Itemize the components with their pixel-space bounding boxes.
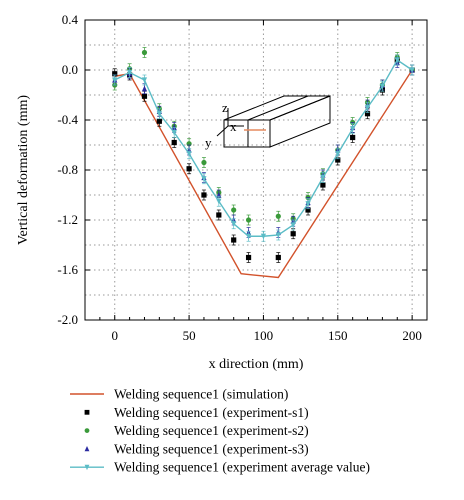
- data-point: [320, 174, 326, 181]
- x-tick-label: 100: [254, 328, 274, 343]
- legend-label: Welding sequence1 (experiment-s2): [114, 423, 309, 438]
- data-point: [394, 57, 400, 64]
- data-point: [275, 232, 281, 239]
- data-point: [112, 71, 118, 77]
- data-point: [379, 83, 385, 90]
- legend-item: Welding sequence1 (experiment average va…: [70, 460, 370, 475]
- data-point: [156, 118, 162, 124]
- data-point: [186, 166, 192, 172]
- data-point: [231, 237, 237, 243]
- y-tick-label: -2.0: [57, 312, 78, 327]
- data-point: [320, 182, 326, 188]
- data-point: [231, 207, 237, 213]
- x-tick-label: 0: [111, 328, 118, 343]
- legend-label: Welding sequence1 (simulation): [114, 387, 288, 402]
- data-point: [141, 49, 148, 56]
- data-point: [275, 213, 281, 219]
- data-point: [171, 129, 177, 136]
- inset-label-z: z: [222, 100, 228, 115]
- data-point: [245, 233, 252, 240]
- data-point: [216, 198, 222, 205]
- data-point: [127, 69, 133, 76]
- legend-swatch-marker: [84, 428, 90, 433]
- data-point: [350, 134, 356, 141]
- data-point: [231, 221, 237, 227]
- data-point: [335, 151, 341, 157]
- data-point: [201, 159, 207, 166]
- inset-label-y: y: [205, 135, 212, 150]
- y-tick-label: 0.0: [62, 62, 78, 77]
- data-point: [335, 157, 341, 163]
- legend-item: Welding sequence1 (experiment-s1): [84, 405, 309, 420]
- data-point: [290, 231, 296, 237]
- x-axis-title: x direction (mm): [209, 357, 304, 372]
- data-point: [141, 93, 148, 99]
- data-point: [141, 85, 148, 92]
- data-point: [364, 104, 371, 111]
- data-point: [171, 139, 177, 146]
- data-point: [275, 254, 281, 261]
- data-point: [186, 151, 192, 157]
- y-tick-label: -1.6: [57, 262, 78, 277]
- legend-item: Welding sequence1 (experiment-s3): [84, 441, 309, 456]
- data-point: [245, 254, 252, 261]
- data-point: [290, 222, 296, 229]
- y-tick-label: -1.2: [57, 212, 78, 227]
- legend-swatch-marker: [84, 409, 90, 415]
- data-point: [409, 67, 415, 74]
- data-point: [305, 207, 311, 213]
- legend-label: Welding sequence1 (experiment average va…: [114, 460, 370, 475]
- x-tick-label: 150: [328, 328, 348, 343]
- y-tick-label: -0.8: [57, 162, 78, 177]
- legend-swatch-marker: [84, 464, 90, 471]
- axis-ticks: 0 50 100 150 200 0.4 0.0 -0.4 -0.8 -1.2 -1.6 -2.0: [57, 12, 427, 343]
- data-point: [305, 201, 311, 207]
- data-point: [112, 77, 118, 84]
- x-tick-label: 200: [402, 328, 422, 343]
- data-point: [201, 176, 207, 182]
- y-tick-label: 0.4: [62, 12, 79, 27]
- data-point: [364, 111, 371, 117]
- legend-swatch-marker: [84, 446, 90, 452]
- data-point: [350, 126, 356, 132]
- inset-label-x: x: [230, 119, 237, 134]
- data-point: [141, 77, 148, 84]
- series-5: [112, 54, 415, 242]
- legend-label: Welding sequence1 (experiment-s1): [114, 405, 309, 420]
- data-point: [201, 192, 207, 198]
- legend-item: Welding sequence1 (simulation): [70, 387, 288, 402]
- x-tick-label: 50: [183, 328, 196, 343]
- legend-label: Welding sequence1 (experiment-s3): [114, 441, 309, 456]
- legend-item: Welding sequence1 (experiment-s2): [84, 423, 309, 438]
- y-tick-label: -0.4: [57, 112, 78, 127]
- specimen-inset: [216, 95, 331, 148]
- data-point: [260, 233, 267, 240]
- data-point: [156, 111, 162, 117]
- legend: Welding sequence1 (simulation) Welding se…: [70, 387, 370, 475]
- y-axis-title: Vertical deformation (mm): [16, 95, 31, 245]
- data-point: [245, 217, 252, 223]
- series-layer: [112, 47, 415, 279]
- data-point: [216, 212, 222, 218]
